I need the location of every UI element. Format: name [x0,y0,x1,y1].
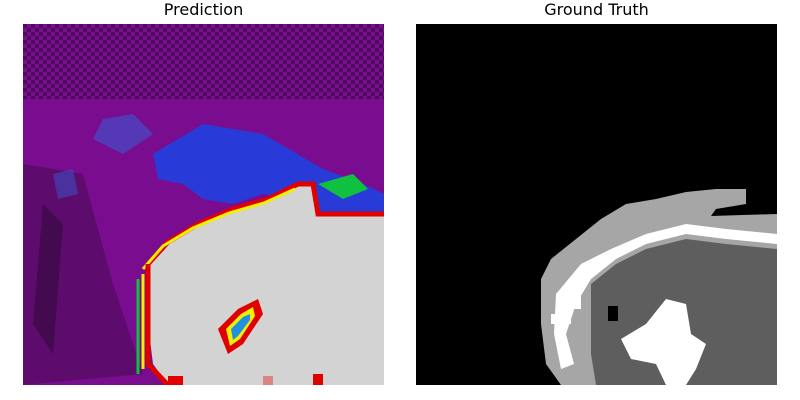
ground-truth-image [416,24,777,385]
gt-white-rim [554,224,777,369]
foreground-region [148,184,384,385]
gt-white-lesion [621,299,706,385]
prediction-title: Prediction [163,0,244,19]
prediction-image [23,24,384,385]
checker-texture [23,24,384,99]
inner-lesion [218,299,263,354]
blue-region [153,124,384,224]
ground-truth-title: Ground Truth [544,0,649,19]
